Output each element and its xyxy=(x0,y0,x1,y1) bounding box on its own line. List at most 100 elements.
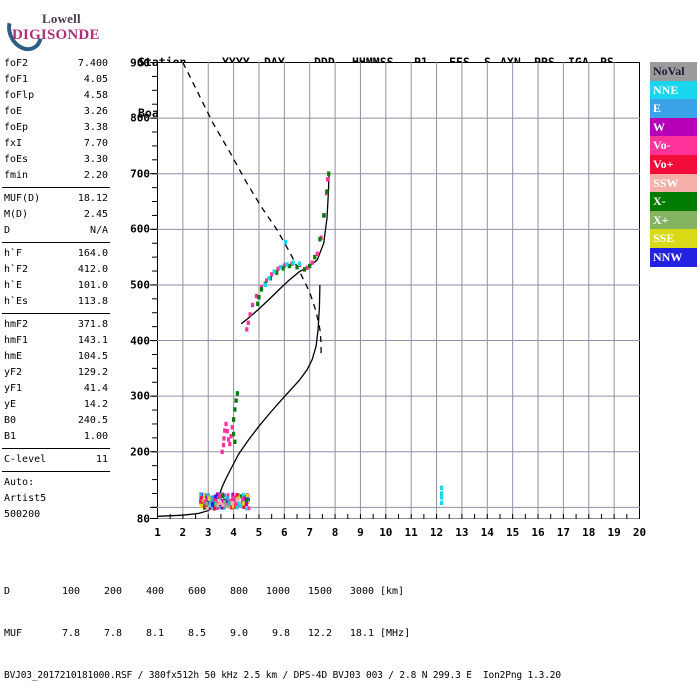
param-row-hf: h`F 164.0 xyxy=(0,246,112,262)
param-row-hmf1: hmF1 143.1 xyxy=(0,333,112,349)
legend-item-nnw[interactable]: NNW xyxy=(650,247,697,267)
echo-point xyxy=(228,498,232,503)
footer-distance-value-3: 600 xyxy=(187,586,206,597)
echo-point xyxy=(278,264,283,270)
param-value: 41.4 xyxy=(83,383,108,394)
param-value: 4.05 xyxy=(83,74,108,85)
legend-item-nne[interactable]: NNE xyxy=(650,80,697,100)
legend-item-sse[interactable]: SSE xyxy=(650,229,697,248)
footer-distance-value-2: 400 xyxy=(145,586,164,597)
echo-point xyxy=(295,264,299,270)
echo-point xyxy=(308,263,312,269)
echo-point xyxy=(215,503,219,508)
param-key: hmE xyxy=(4,351,23,362)
param-row-foflp: foFlp 4.58 xyxy=(0,88,112,104)
param-row-yf1: yF1 41.4 xyxy=(0,381,112,397)
echo-point xyxy=(210,498,214,503)
param-value: 3.38 xyxy=(83,122,108,133)
param-key: foFlp xyxy=(4,90,35,101)
footer-distance-row: D 100 200 400 600 800 1000 1500 3000 [km] xyxy=(4,585,561,599)
param-key: fmin xyxy=(4,170,29,181)
series-cyan-echoes xyxy=(263,239,444,506)
y-tick-label-300: 300 xyxy=(130,389,150,403)
echo-point xyxy=(229,501,233,506)
echo-point xyxy=(265,278,269,283)
x-tick-label-1: 1 xyxy=(154,526,161,539)
param-separator xyxy=(2,242,110,243)
echo-point xyxy=(222,436,226,441)
echo-point xyxy=(246,320,250,325)
legend-item-e[interactable]: E xyxy=(650,99,697,118)
series-x-echoes-green xyxy=(232,171,331,444)
param-value: 101.0 xyxy=(77,280,108,291)
param-note-line-1: Artist5 xyxy=(4,493,47,504)
legend-item-x[interactable]: X- xyxy=(650,192,697,211)
echo-point xyxy=(232,417,236,422)
echo-point xyxy=(204,493,208,498)
echo-point xyxy=(247,506,251,511)
echo-point xyxy=(245,327,249,332)
param-note-line-2: 500200 xyxy=(4,509,41,520)
param-row-clevel: C-level 11 xyxy=(0,452,112,468)
param-value: 240.5 xyxy=(77,415,108,426)
param-row-ye: yE 14.2 xyxy=(0,397,112,413)
echo-point xyxy=(291,260,295,265)
y-tick-label-800: 800 xyxy=(130,111,150,125)
footer-muf-value-7: 18.1 xyxy=(349,628,374,639)
legend-item-vo[interactable]: Vo+ xyxy=(650,154,697,174)
param-row-foep: foEp 3.38 xyxy=(0,120,112,136)
echo-point xyxy=(231,504,235,509)
echo-point xyxy=(211,502,215,506)
legend-item-ssw[interactable]: SSW xyxy=(650,173,697,193)
param-value: 2.45 xyxy=(83,209,108,220)
echo-point xyxy=(270,272,274,277)
param-row-foe: foE 3.26 xyxy=(0,104,112,120)
param-value: 113.8 xyxy=(77,296,108,307)
echo-point xyxy=(254,293,258,299)
echo-point xyxy=(305,265,309,270)
footer-muf-value-2: 8.1 xyxy=(145,628,164,639)
echo-point xyxy=(215,506,219,511)
echo-point xyxy=(231,492,235,497)
echo-point xyxy=(245,493,249,498)
echo-point xyxy=(212,506,216,511)
echo-point xyxy=(272,269,276,274)
param-value: 7.400 xyxy=(77,58,108,69)
legend-item-x[interactable]: X+ xyxy=(650,210,697,230)
echo-point xyxy=(219,496,222,501)
echo-point xyxy=(221,499,225,503)
param-row-fof2: foF2 7.400 xyxy=(0,56,112,72)
param-value: 129.2 xyxy=(77,367,108,378)
legend-item-vo[interactable]: Vo- xyxy=(650,136,697,155)
echo-point xyxy=(219,500,223,505)
param-key: h`F2 xyxy=(4,264,29,275)
echo-point xyxy=(214,497,218,502)
x-tick-label-2: 2 xyxy=(179,526,187,539)
echo-point xyxy=(225,429,229,434)
param-value: 3.30 xyxy=(83,154,108,165)
logo-brand-top: Lowell xyxy=(42,11,81,26)
series-muf-dashed-curve xyxy=(182,62,322,355)
footer-distance-label: D xyxy=(4,586,11,597)
series-path xyxy=(157,284,321,517)
ionogram-plot[interactable] xyxy=(157,62,640,519)
lowell-digisonde-logo: Lowell DIGISONDE xyxy=(0,4,118,58)
echo-point xyxy=(226,437,231,442)
echo-point xyxy=(220,449,224,454)
echo-point xyxy=(282,263,286,268)
legend-item-noval[interactable]: NoVal xyxy=(650,62,697,81)
echo-point xyxy=(313,254,317,260)
legend-item-w[interactable]: W xyxy=(650,117,697,137)
param-value: 371.8 xyxy=(77,319,108,330)
param-value: 4.58 xyxy=(83,90,108,101)
param-row-he: h`E 101.0 xyxy=(0,278,112,294)
echo-point xyxy=(244,502,248,507)
x-tick-label-9: 9 xyxy=(357,526,364,539)
y-tick-label-500: 500 xyxy=(130,278,150,292)
param-key: h`F xyxy=(4,248,23,259)
echo-point xyxy=(228,441,232,447)
param-key: MUF(D) xyxy=(4,193,41,204)
echo-point xyxy=(256,301,260,306)
echo-point xyxy=(440,500,444,506)
echo-point xyxy=(244,506,248,511)
